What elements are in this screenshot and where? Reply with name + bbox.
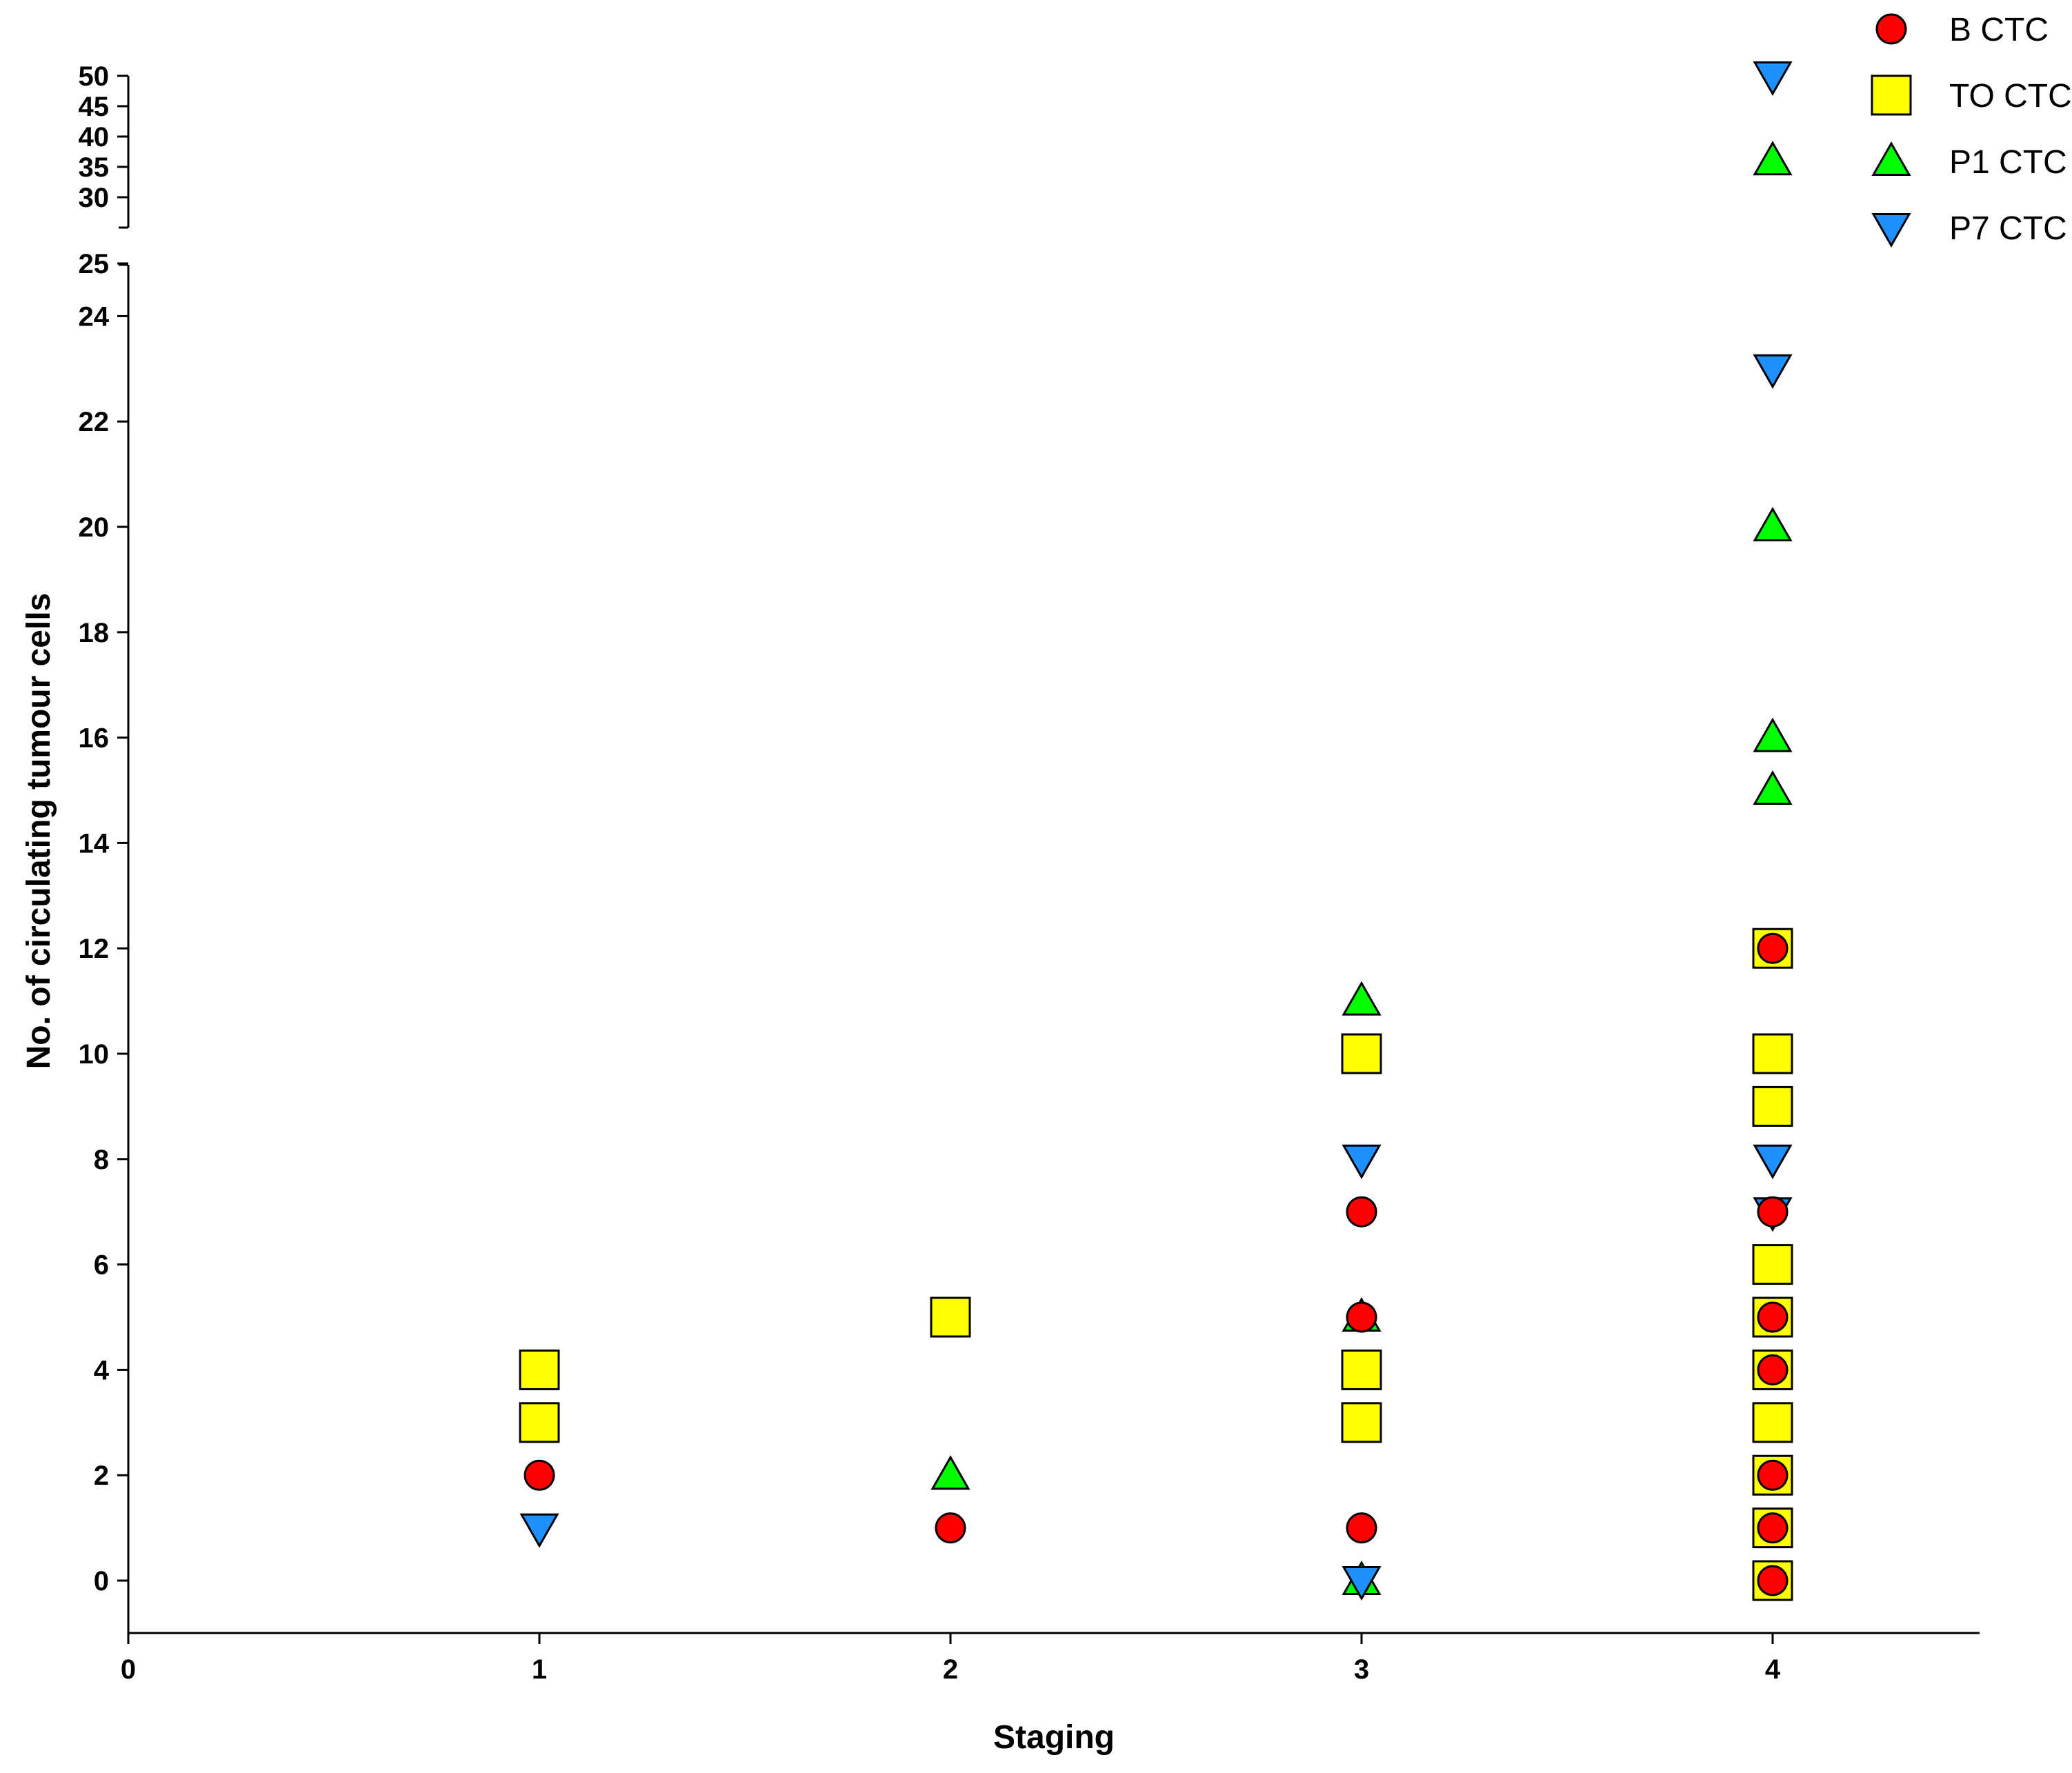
data-point: [519, 1513, 559, 1548]
y-tick-label: 22: [79, 407, 110, 437]
series-p7-ctc: [519, 61, 1793, 1601]
y-tick-label: 35: [79, 152, 110, 183]
data-point: [1752, 1033, 1793, 1074]
data-point: [1346, 1301, 1377, 1333]
legend-label: TO CTC: [1949, 78, 2072, 114]
data-point: [935, 1512, 966, 1544]
data-point: [1757, 1565, 1789, 1596]
legend-marker: [1875, 13, 1907, 45]
y-tick-label: 20: [79, 512, 110, 543]
y-tick-label: 45: [79, 92, 110, 122]
y-tick-label: 40: [79, 122, 110, 152]
y-tick-label: 24: [79, 301, 110, 332]
y-tick-label: 30: [79, 183, 110, 213]
data-point: [1346, 1196, 1377, 1228]
axes: [119, 76, 1980, 1634]
data-point: [1342, 981, 1382, 1016]
data-point: [930, 1296, 971, 1338]
legend-marker: [1871, 141, 1911, 176]
legend-marker: [1871, 213, 1911, 248]
y-tick-label: 25: [79, 249, 110, 279]
x-tick-label: 2: [943, 1654, 958, 1685]
y-tick-label: 18: [79, 618, 110, 648]
data-point: [1752, 1244, 1793, 1285]
data-point: [1341, 1033, 1382, 1074]
y-tick-label: 12: [79, 934, 110, 964]
legend: B CTC TO CTC P1 CTC P7 CTC: [1871, 12, 2072, 248]
data-point: [930, 1455, 970, 1490]
data-point: [1341, 1349, 1382, 1390]
data-point: [1342, 1144, 1382, 1179]
x-tick-label: 1: [532, 1654, 547, 1685]
data-point: [1753, 61, 1793, 97]
y-tick-label: 6: [94, 1250, 109, 1281]
data-point: [1753, 717, 1793, 752]
y-tick-label: 2: [94, 1461, 109, 1491]
data-point: [1752, 1402, 1793, 1443]
data-point: [519, 1349, 560, 1390]
data-point: [1346, 1512, 1377, 1544]
data-point: [1753, 1144, 1793, 1179]
data-markers: [519, 61, 1793, 1601]
data-point: [1757, 1512, 1789, 1544]
data-point: [1757, 1354, 1789, 1385]
y-tick-label: 14: [79, 828, 110, 859]
y-tick-label: 50: [79, 61, 110, 92]
data-point: [1342, 1566, 1382, 1601]
y-tick-label: 10: [79, 1039, 110, 1070]
data-point: [1753, 354, 1793, 389]
data-point: [1753, 770, 1793, 805]
x-tick-label: 4: [1765, 1654, 1781, 1685]
data-point: [519, 1402, 560, 1443]
legend-label: B CTC: [1949, 12, 2049, 48]
y-tick-label: 16: [79, 723, 110, 754]
series-to-ctc: [519, 928, 1793, 1601]
data-point: [1752, 1085, 1793, 1127]
y-tick-label: 0: [94, 1566, 109, 1596]
data-point: [1753, 141, 1793, 176]
data-point: [1757, 932, 1789, 964]
y-tick-label: 8: [94, 1145, 109, 1175]
x-tick-label: 0: [121, 1654, 136, 1685]
y-axis-title: No. of circulating tumour cells: [21, 593, 57, 1070]
data-point: [1757, 1459, 1789, 1491]
legend-marker: [1871, 74, 1912, 116]
legend-label: P1 CTC: [1949, 144, 2067, 181]
data-point: [1753, 506, 1793, 541]
x-axis-title: Staging: [993, 1719, 1115, 1756]
x-tick-label: 3: [1354, 1654, 1369, 1685]
data-point: [1341, 1402, 1382, 1443]
data-point: [1757, 1196, 1789, 1228]
series-b-ctc: [524, 932, 1789, 1596]
data-point: [1757, 1301, 1789, 1333]
legend-label: P7 CTC: [1949, 210, 2067, 247]
y-tick-label: 4: [94, 1355, 110, 1385]
data-point: [524, 1459, 555, 1491]
